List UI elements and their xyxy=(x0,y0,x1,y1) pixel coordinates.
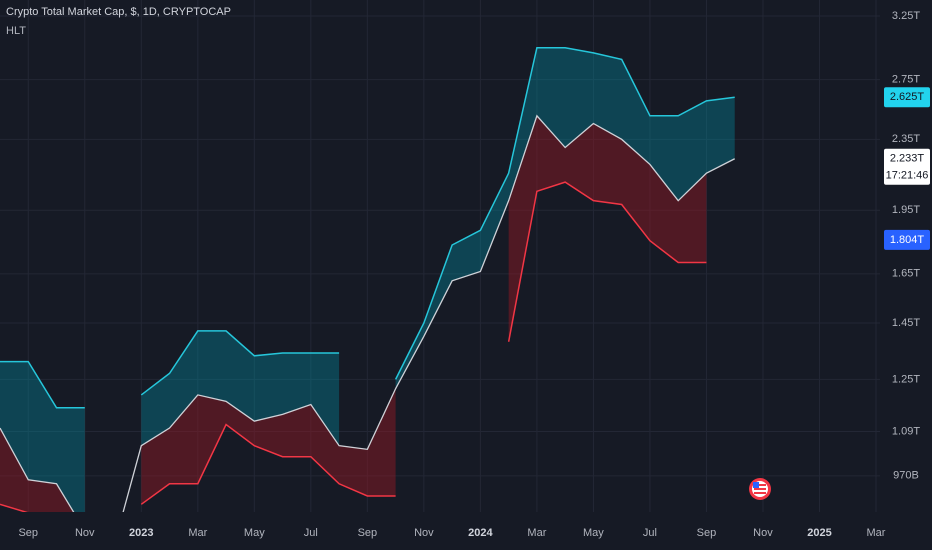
countdown: 17:21:46 xyxy=(886,170,929,182)
indicator-name: HLT xyxy=(6,25,26,37)
x-tick-label: 2023 xyxy=(129,527,153,539)
y-tick-label: 2.75T xyxy=(892,73,920,85)
price-label-box xyxy=(884,229,930,250)
x-tick-label: Jul xyxy=(643,527,657,539)
y-tick-label: 1.65T xyxy=(892,268,920,280)
price-label: 1.804T xyxy=(890,234,925,246)
band-fill xyxy=(141,388,396,505)
band-fill xyxy=(395,47,735,389)
band-fill xyxy=(508,115,707,342)
price-label-box xyxy=(884,87,930,108)
x-tick-label: May xyxy=(244,527,265,539)
x-tick-label: Mar xyxy=(867,527,886,539)
price-label: 2.625T xyxy=(890,91,925,103)
y-tick-label: 3.25T xyxy=(892,10,920,22)
y-tick-label: 2.35T xyxy=(892,133,920,145)
x-tick-label: Sep xyxy=(697,527,717,539)
x-tick-label: Sep xyxy=(358,527,378,539)
price-label-box xyxy=(884,148,930,185)
y-tick-label: 1.95T xyxy=(892,204,920,216)
grid xyxy=(0,0,880,512)
y-tick-label: 1.25T xyxy=(892,373,920,385)
chart-title: Crypto Total Market Cap, $, 1D, CRYPTOCA… xyxy=(6,6,231,18)
x-tick-label: Jul xyxy=(304,527,318,539)
y-tick-label: 970B xyxy=(893,470,919,482)
x-tick-label: Nov xyxy=(75,527,95,539)
price-line xyxy=(0,114,736,512)
x-tick-label: Nov xyxy=(414,527,434,539)
plot-area xyxy=(0,46,736,512)
band-line xyxy=(0,46,735,409)
y-tick-label: 1.09T xyxy=(892,425,920,437)
band-fill xyxy=(0,428,74,512)
band-fill xyxy=(0,361,85,512)
flag-icon xyxy=(749,478,771,500)
x-tick-label: Mar xyxy=(188,527,207,539)
y-tick-label: 1.45T xyxy=(892,317,920,329)
x-tick-label: 2024 xyxy=(468,527,493,539)
x-tick-label: 2025 xyxy=(807,527,831,539)
x-tick-label: Sep xyxy=(18,527,38,539)
band-fill xyxy=(141,330,340,446)
x-tick-label: May xyxy=(583,527,604,539)
band-line xyxy=(0,181,707,512)
axes: 3.25T 2.75T 2.35T 1.95T 1.65T 1.45T 1.25T 1.09T… xyxy=(18,10,930,539)
price-label: 2.233T xyxy=(890,153,925,165)
x-tick-label: Nov xyxy=(753,527,773,539)
x-tick-label: Mar xyxy=(527,527,546,539)
